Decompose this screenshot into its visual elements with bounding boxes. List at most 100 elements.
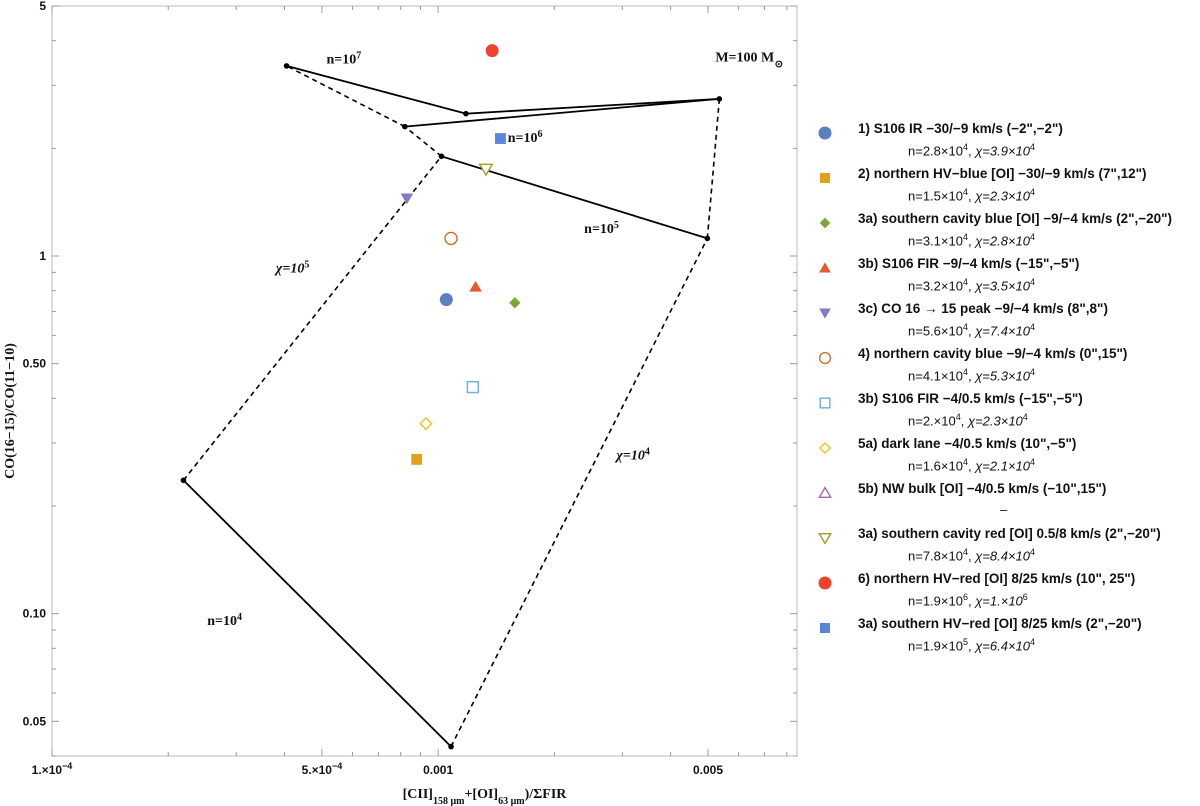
x-tick-label: 0.005 bbox=[693, 763, 723, 777]
legend-params: n=1.5×104, χ=2.3×104 bbox=[908, 187, 1036, 204]
legend-marker-shape bbox=[819, 308, 831, 319]
legend-marker bbox=[818, 441, 832, 455]
legend-density: n=1.9×10 bbox=[908, 593, 963, 609]
data-point-6 bbox=[444, 231, 458, 246]
legend-label: 1) S106 IR −30/−9 km/s (−2",−2") bbox=[858, 121, 1063, 136]
data-point-11 bbox=[485, 44, 499, 58]
legend-params: n=2.8×104, χ=3.9×104 bbox=[908, 142, 1036, 159]
y-tick-label: 5 bbox=[39, 0, 46, 13]
legend-item: 1) S106 IR −30/−9 km/s (−2",−2") n=2.8×10… bbox=[812, 118, 1200, 163]
grid-vertex bbox=[438, 153, 445, 160]
grid-line-chi bbox=[404, 125, 442, 157]
data-point-5 bbox=[400, 193, 414, 205]
grid-line-density bbox=[465, 97, 720, 115]
grid-annotation: χ=104 bbox=[614, 446, 650, 464]
legend-params: n=4.1×104, χ=5.3×104 bbox=[908, 367, 1036, 384]
legend-marker-shape bbox=[819, 397, 831, 409]
y-tick-label: 0.10 bbox=[23, 607, 47, 621]
legend-chi: χ=6.4×10 bbox=[975, 638, 1031, 654]
grid-vertex bbox=[402, 123, 408, 130]
legend-marker-shape bbox=[818, 532, 832, 545]
legend-chi: χ=1.×10 bbox=[975, 593, 1023, 609]
legend-marker bbox=[819, 172, 831, 184]
legend-marker bbox=[819, 217, 831, 229]
legend-label: 2) northern HV−blue [OI] −30/−9 km/s (7"… bbox=[858, 166, 1147, 181]
data-point-12 bbox=[495, 133, 506, 144]
data-point-3 bbox=[509, 297, 521, 309]
legend-label: 4) northern cavity blue −9/−4 km/s (0",1… bbox=[858, 346, 1128, 361]
legend-marker-shape bbox=[819, 172, 831, 184]
legend-params: – bbox=[1000, 502, 1007, 517]
legend-item: 3b) S106 FIR −9/−4 km/s (−15",−5") n=3.2×… bbox=[812, 253, 1200, 298]
legend-item: 5b) NW bulk [OI] −4/0.5 km/s (−10",15") – bbox=[812, 478, 1200, 523]
grid-line-chi bbox=[450, 238, 709, 747]
legend-label: 3a) southern cavity blue [OI] −9/−4 km/s… bbox=[858, 211, 1173, 226]
legend-label: 3a) southern cavity red [OI] 0.5/8 km/s … bbox=[858, 526, 1161, 541]
grid-vertex bbox=[716, 96, 723, 102]
grid-line-chi bbox=[706, 98, 721, 239]
legend: 1) S106 IR −30/−9 km/s (−2",−2") n=2.8×10… bbox=[812, 118, 1200, 658]
legend-marker-shape bbox=[818, 441, 832, 455]
axis-ticks: 1.×10−4 5.×10−4 0.001 0.005 0.05 0.10 0.50 1 5 bbox=[23, 0, 797, 777]
legend-marker bbox=[818, 486, 832, 499]
grid-annotation: n=104 bbox=[207, 611, 242, 629]
legend-chi: χ=5.3×10 bbox=[975, 368, 1031, 384]
grid-vertex bbox=[448, 743, 454, 750]
legend-item: 4) northern cavity blue −9/−4 km/s (0",1… bbox=[812, 343, 1200, 388]
plot-frame bbox=[51, 5, 798, 757]
legend-item: 3a) southern cavity red [OI] 0.5/8 km/s … bbox=[812, 523, 1200, 568]
legend-density: n=4.1×10 bbox=[908, 368, 963, 384]
legend-item: 3a) southern HV−red [OI] 8/25 km/s (2",−… bbox=[812, 613, 1200, 658]
grid-annotation: n=107 bbox=[326, 50, 361, 67]
legend-marker bbox=[818, 126, 832, 140]
legend-chi: χ=2.8×10 bbox=[975, 233, 1031, 249]
legend-chi: χ=8.4×10 bbox=[975, 548, 1031, 564]
legend-marker-shape bbox=[819, 622, 831, 634]
legend-marker-shape bbox=[819, 262, 831, 273]
grid-annotation: χ=105 bbox=[274, 259, 310, 277]
legend-params: n=1.6×104, χ=2.1×104 bbox=[908, 457, 1036, 474]
grid-line-density bbox=[286, 65, 467, 115]
legend-marker bbox=[818, 351, 832, 365]
grid-vertex bbox=[704, 235, 711, 242]
x-tick-label: 0.001 bbox=[423, 763, 453, 777]
data-point-4 bbox=[469, 280, 482, 292]
grid-line-density bbox=[182, 479, 452, 748]
data-points bbox=[400, 44, 521, 465]
legend-params: n=5.6×104, χ=7.4×104 bbox=[908, 322, 1036, 339]
legend-item: 2) northern HV−blue [OI] −30/−9 km/s (7"… bbox=[812, 163, 1200, 208]
grid-line-density bbox=[404, 97, 720, 128]
data-point-10 bbox=[478, 163, 494, 177]
legend-label: 6) northern HV−red [OI] 8/25 km/s (10", … bbox=[858, 571, 1136, 586]
data-point-1 bbox=[439, 293, 453, 307]
legend-marker bbox=[819, 622, 831, 634]
legend-marker-shape bbox=[818, 351, 832, 365]
legend-density: n=7.8×10 bbox=[908, 548, 963, 564]
axis-labels: [CII]158 μm+[OI]63 μm)/ΣFIR CO(16−15)/CO(… bbox=[3, 343, 567, 806]
legend-marker bbox=[819, 308, 831, 319]
grid-line-density bbox=[441, 155, 708, 240]
legend-params: n=1.9×105, χ=6.4×104 bbox=[908, 637, 1036, 654]
legend-density: n=3.2×10 bbox=[908, 278, 963, 294]
legend-marker-shape bbox=[818, 486, 832, 499]
grid-line-chi bbox=[286, 65, 406, 128]
legend-marker bbox=[818, 576, 832, 590]
legend-item: 3a) southern cavity blue [OI] −9/−4 km/s… bbox=[812, 208, 1200, 253]
grid-vertex bbox=[283, 63, 290, 69]
model-grid bbox=[180, 63, 723, 750]
legend-item: 3b) S106 FIR −4/0.5 km/s (−15",−5") n=2.×… bbox=[812, 388, 1200, 433]
legend-chi: χ=3.5×10 bbox=[975, 278, 1031, 294]
legend-chi: χ=7.4×10 bbox=[975, 323, 1031, 339]
legend-density: n=3.1×10 bbox=[908, 233, 963, 249]
grid-annotations: M=100 M⊙ n=107 n=106 n=105 n=104 χ=105 χ=104 bbox=[207, 50, 783, 629]
x-tick-label: 5.×10−4 bbox=[302, 761, 343, 777]
legend-item: 5a) dark lane −4/0.5 km/s (10",−5") n=1.6… bbox=[812, 433, 1200, 478]
data-point-2 bbox=[411, 453, 423, 465]
legend-marker-shape bbox=[818, 126, 832, 140]
x-axis-label: [CII]158 μm+[OI]63 μm)/ΣFIR bbox=[403, 787, 568, 806]
legend-density: n=1.9×10 bbox=[908, 638, 963, 654]
legend-density: n=1.6×10 bbox=[908, 458, 963, 474]
legend-params: n=7.8×104, χ=8.4×104 bbox=[908, 547, 1036, 564]
legend-label: 3c) CO 16 → 15 peak −9/−4 km/s (8",8") bbox=[858, 301, 1108, 316]
